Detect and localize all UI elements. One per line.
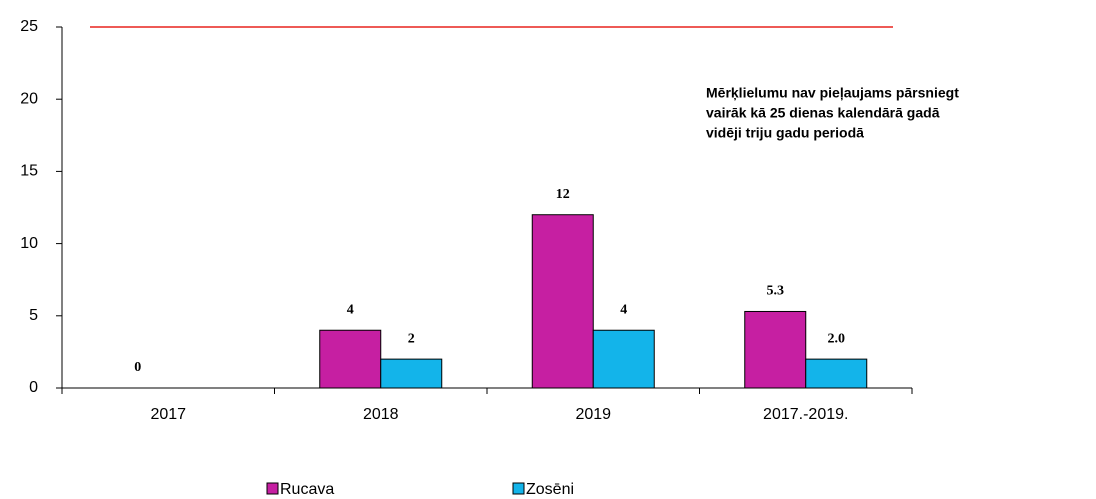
bar [380, 358, 443, 389]
y-tick-label: 0 [29, 379, 38, 396]
bar [531, 214, 594, 389]
data-label: 2.0 [828, 331, 846, 346]
data-label: 2 [408, 331, 415, 346]
x-tick-label: 2017.-2019. [763, 406, 848, 423]
annotation: vidēji triju gadu periodā [706, 125, 864, 141]
annotation: vairāk kā 25 dienas kalendārā gadā [706, 105, 940, 121]
y-tick-label: 10 [20, 235, 38, 252]
y-tick-label: 5 [29, 307, 38, 324]
data-label: 5.3 [767, 284, 785, 299]
y-tick-label: 25 [20, 18, 38, 35]
y-tick-label: 15 [20, 163, 38, 180]
legend-label: Rucava [280, 481, 334, 498]
x-tick-label: 2017 [150, 406, 186, 423]
data-label: 4 [620, 302, 627, 317]
data-label: 0 [134, 360, 141, 375]
legend-label: Zosēni [526, 481, 574, 498]
data-label: 12 [556, 187, 570, 202]
y-tick-label: 20 [20, 90, 38, 107]
data-label: 4 [347, 302, 354, 317]
annotation: Mērķlielumu nav pieļaujams pārsniegt [706, 85, 959, 101]
bar [805, 358, 868, 389]
bar [592, 329, 655, 389]
x-tick-label: 2018 [363, 406, 399, 423]
bar [319, 329, 382, 389]
legend-swatch [512, 482, 525, 495]
bar [744, 310, 807, 389]
x-tick-label: 2019 [575, 406, 611, 423]
legend-swatch [266, 482, 279, 495]
